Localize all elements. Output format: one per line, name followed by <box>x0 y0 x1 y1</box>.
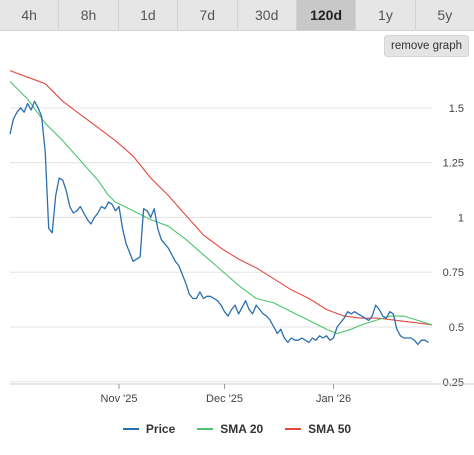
tab-4h[interactable]: 4h <box>0 0 60 30</box>
y-tick-label: 0.25 <box>443 377 464 389</box>
chart-legend: Price SMA 20 SMA 50 <box>0 418 474 440</box>
tab-120d[interactable]: 120d <box>296 0 357 30</box>
x-tick-label: Jan '26 <box>316 393 351 405</box>
tab-5y[interactable]: 5y <box>437 7 453 23</box>
tab-30d[interactable]: 30d <box>238 0 297 30</box>
remove-graph-button[interactable]: remove graph <box>384 35 469 57</box>
y-tick-label: 1.25 <box>443 158 464 170</box>
tab-1d[interactable]: 1d <box>119 0 179 30</box>
legend-swatch <box>285 428 302 430</box>
legend-label: SMA 50 <box>308 422 352 436</box>
y-tick-label: 1.5 <box>449 103 464 115</box>
legend-item-sma-50[interactable]: SMA 50 <box>285 422 351 436</box>
y-tick-label: 0.75 <box>443 267 464 279</box>
price-chart: 0.25 0.5 0.75 1 1.25 1.5 Nov '25 Dec '25 Jan '26 <box>9 70 474 405</box>
tab-1y[interactable]: 1y <box>356 0 416 30</box>
tab-8h[interactable]: 8h <box>59 0 119 30</box>
legend-label: SMA 20 <box>220 422 264 436</box>
timeframe-tabs: 4h 8h 1d 7d 30d 120d 1y 5y <box>0 0 474 31</box>
x-tick-label: Dec '25 <box>206 393 243 405</box>
legend-swatch <box>197 428 214 430</box>
y-tick-label: 1 <box>458 212 464 224</box>
tab-7d[interactable]: 7d <box>178 0 238 30</box>
legend-item-price[interactable]: Price <box>122 422 176 436</box>
x-tick-label: Nov '25 <box>101 393 138 405</box>
y-tick-label: 0.5 <box>449 322 464 334</box>
legend-item-sma-20[interactable]: SMA 20 <box>197 422 263 436</box>
series-line-sma-50 <box>9 70 433 326</box>
legend-label: Price <box>145 422 176 436</box>
series-line-price <box>9 100 429 346</box>
series-line-sma-20 <box>9 81 433 335</box>
legend-swatch <box>122 428 139 430</box>
